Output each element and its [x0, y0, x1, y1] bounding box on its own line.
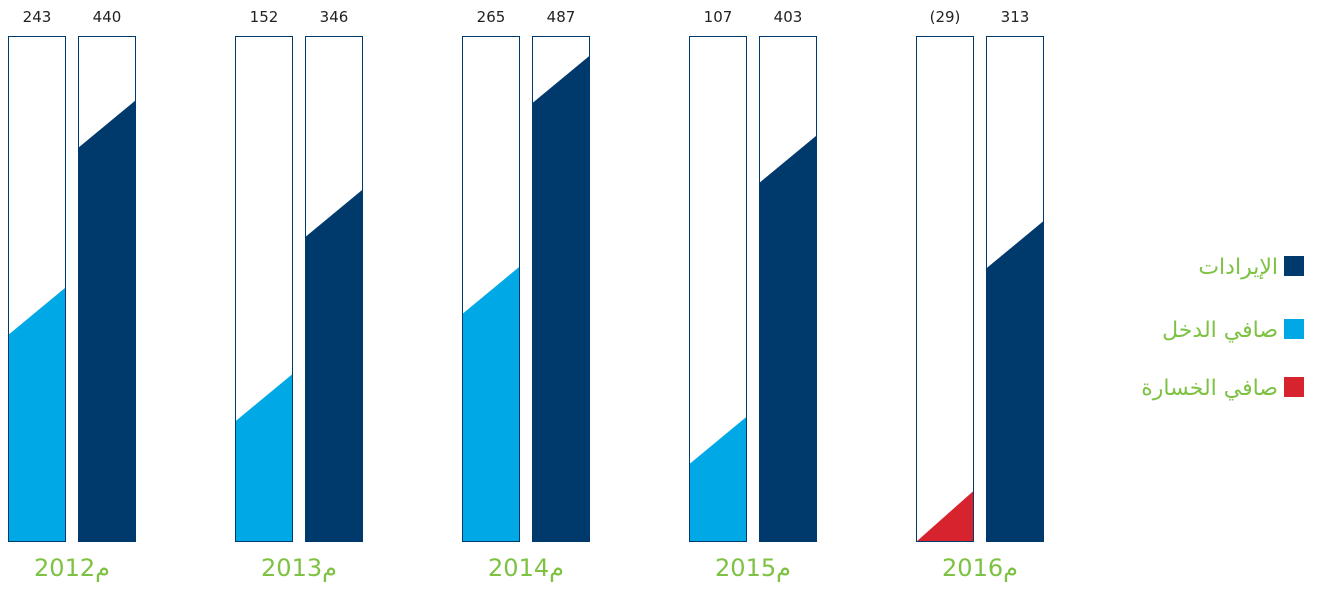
legend-swatch: [1284, 377, 1304, 397]
legend-label: صافي الخسارة: [1141, 376, 1278, 401]
value-label: 107: [704, 8, 733, 26]
bar: [8, 287, 66, 542]
bar: [305, 189, 363, 543]
legend-swatch: [1284, 256, 1304, 276]
bar: [986, 220, 1044, 542]
bar-frame: [986, 36, 1044, 542]
legend-swatch: [1284, 319, 1304, 339]
x-tick-label: 2015م: [715, 554, 791, 582]
bar: [759, 135, 817, 542]
bar: [462, 266, 520, 542]
bar-frame: [305, 36, 363, 542]
bar: [78, 100, 136, 542]
x-tick-label: 2013م: [261, 554, 337, 582]
value-label: 265: [477, 8, 506, 26]
bar: [916, 490, 974, 542]
bar-frame: [916, 36, 974, 542]
bar-frame: [759, 36, 817, 542]
bar-frame: [8, 36, 66, 542]
value-label: 487: [547, 8, 576, 26]
bar-frame: [689, 36, 747, 542]
bar-frame: [462, 36, 520, 542]
bar-frame: [532, 36, 590, 542]
legend-label: الإيرادات: [1198, 255, 1278, 280]
value-label: 440: [93, 8, 122, 26]
bar: [689, 416, 747, 542]
value-label: 313: [1001, 8, 1030, 26]
value-label: 243: [23, 8, 52, 26]
value-label: 346: [320, 8, 349, 26]
bar-frame: [78, 36, 136, 542]
bar: [235, 373, 293, 542]
value-label: 152: [250, 8, 279, 26]
bar: [532, 55, 590, 542]
x-tick-label: 2012م: [34, 554, 110, 582]
legend-label: صافي الدخل: [1162, 318, 1278, 343]
bar-frame: [235, 36, 293, 542]
x-tick-label: 2016م: [942, 554, 1018, 582]
x-tick-label: 2014م: [488, 554, 564, 582]
value-label: (29): [930, 8, 961, 26]
value-label: 403: [774, 8, 803, 26]
